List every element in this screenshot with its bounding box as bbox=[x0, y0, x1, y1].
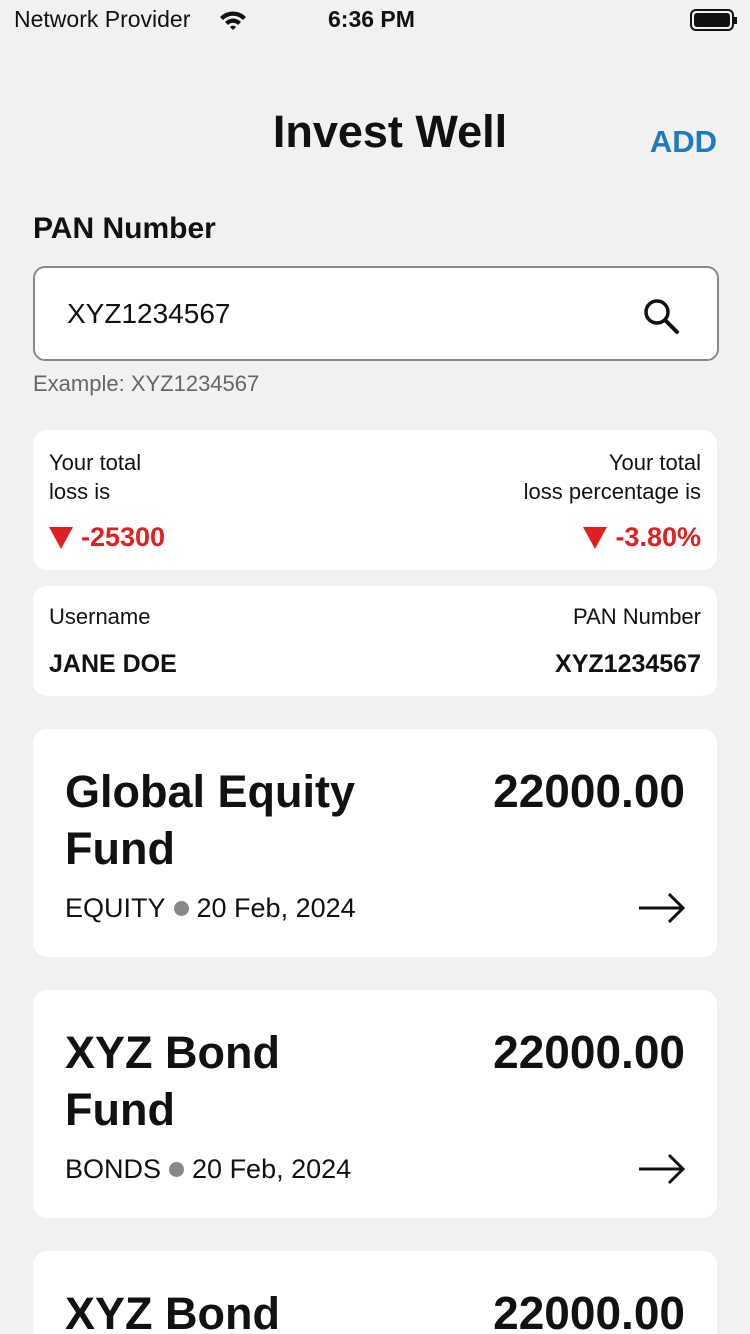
username-label: Username bbox=[49, 604, 151, 629]
arrow-icon[interactable] bbox=[637, 891, 687, 925]
percentage-value: -3.80% bbox=[615, 522, 701, 552]
search-hint: Example: XYZ1234567 bbox=[33, 371, 260, 396]
percentage-label: Your total loss percentage is bbox=[523, 450, 701, 504]
loss-row: -25300 bbox=[49, 522, 165, 553]
fund-name: XYZ Bond Fund bbox=[65, 1027, 280, 1135]
fund-date: 20 Feb, 2024 bbox=[192, 1154, 352, 1184]
fund-category: BONDS bbox=[65, 1154, 162, 1184]
percentage-row: -3.80% bbox=[583, 522, 701, 553]
pan-value: XYZ1234567 bbox=[555, 650, 701, 678]
clock: 6:36 PM bbox=[328, 6, 415, 32]
fund-meta: BONDS 20 Feb, 2024 bbox=[65, 1154, 351, 1185]
fund-card[interactable]: Global Equity Fund 22000.00 EQUITY 20 Feb… bbox=[33, 729, 717, 957]
fund-amount: 22000.00 bbox=[493, 1026, 685, 1078]
fund-name: XYZ Bond bbox=[65, 1288, 280, 1334]
down-icon bbox=[49, 526, 73, 549]
summary-card: Your total loss is -25300 Your total los… bbox=[33, 430, 717, 570]
loss-value: -25300 bbox=[81, 522, 166, 552]
fund-category: EQUITY bbox=[65, 893, 166, 923]
username: JANE DOE bbox=[49, 650, 177, 678]
wifi-icon bbox=[220, 11, 246, 30]
fund-date: 20 Feb, 2024 bbox=[196, 893, 356, 923]
separator-dot bbox=[173, 901, 189, 916]
carrier: Network Provider bbox=[14, 6, 191, 32]
search-label: PAN Number bbox=[33, 212, 216, 245]
search-input[interactable]: XYZ1234567 bbox=[33, 266, 719, 361]
search-value: XYZ1234567 bbox=[67, 298, 231, 329]
fund-amount: 22000.00 bbox=[493, 1287, 685, 1334]
search-icon[interactable] bbox=[641, 296, 681, 336]
add-button[interactable]: ADD bbox=[649, 124, 717, 159]
fund-amount: 22000.00 bbox=[493, 765, 685, 817]
battery-icon bbox=[690, 9, 737, 31]
fund-name: Global Equity Fund bbox=[65, 766, 356, 874]
loss-label: Your total loss is bbox=[49, 450, 142, 504]
fund-card[interactable]: XYZ Bond Fund 22000.00 BONDS 20 Feb, 2024 bbox=[33, 990, 717, 1218]
fund-meta: EQUITY 20 Feb, 2024 bbox=[65, 893, 356, 924]
separator-dot bbox=[169, 1162, 185, 1177]
fund-card[interactable]: XYZ Bond 22000.00 bbox=[33, 1251, 717, 1334]
page-title: Invest Well bbox=[272, 106, 508, 157]
user-card: Username JANE DOE PAN Number XYZ1234567 bbox=[33, 586, 717, 696]
down-icon bbox=[583, 526, 608, 549]
pan-label: PAN Number bbox=[573, 604, 701, 629]
arrow-icon[interactable] bbox=[637, 1152, 687, 1186]
